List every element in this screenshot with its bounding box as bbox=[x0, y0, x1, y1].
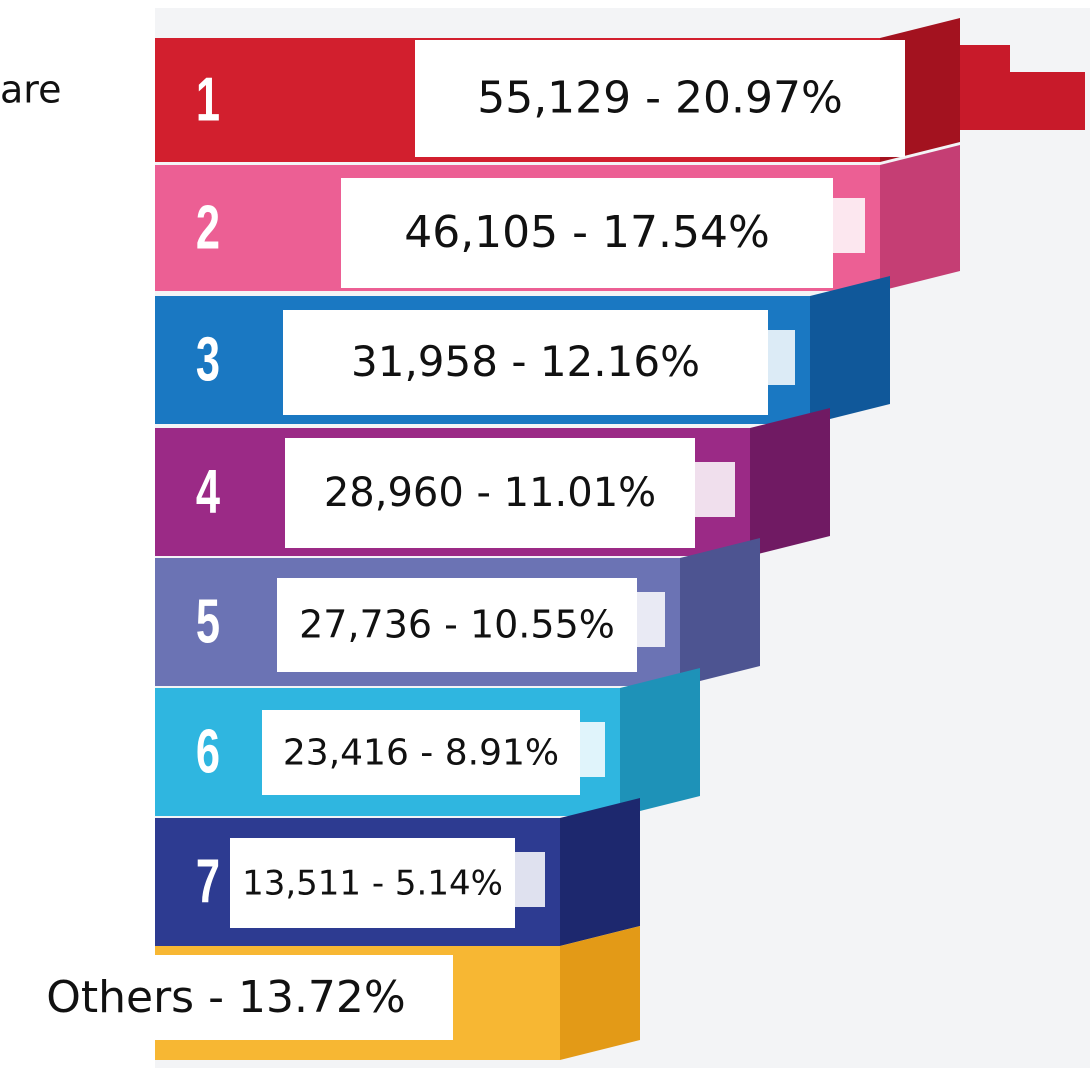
rank-number: 4 bbox=[196, 458, 220, 526]
share-label: 28,960 - 11.01% bbox=[324, 470, 656, 516]
share-label: 46,105 - 17.54% bbox=[404, 207, 770, 258]
step-side bbox=[810, 276, 890, 424]
rank-number: 1 bbox=[196, 66, 220, 134]
share-label: 23,416 - 8.91% bbox=[283, 733, 559, 774]
rank-number: 2 bbox=[196, 194, 220, 262]
step-side bbox=[560, 926, 640, 1060]
rank-number: 7 bbox=[196, 848, 220, 916]
share-label: 27,736 - 10.55% bbox=[299, 603, 615, 647]
step-side bbox=[680, 538, 760, 686]
step-side bbox=[750, 408, 830, 556]
rank-number: 5 bbox=[196, 588, 220, 656]
title-fragment: are bbox=[0, 68, 61, 112]
step-side bbox=[880, 145, 960, 291]
share-label: 55,129 - 20.97% bbox=[477, 73, 843, 124]
infographic: are 1 55,129 - 20.97% 2 46,105 - 17.54% 3 31,… bbox=[0, 0, 1090, 1074]
rank-number: 3 bbox=[196, 326, 220, 394]
others-label: Others - 13.72% bbox=[46, 972, 405, 1023]
step-side bbox=[620, 668, 700, 816]
step-side bbox=[560, 798, 640, 946]
rank-number: 6 bbox=[196, 718, 220, 786]
page: are 1 55,129 - 20.97% 2 46,105 - 17.54% 3 31,… bbox=[0, 0, 1090, 1074]
share-label: 13,511 - 5.14% bbox=[242, 864, 503, 904]
share-label: 31,958 - 12.16% bbox=[351, 337, 700, 386]
